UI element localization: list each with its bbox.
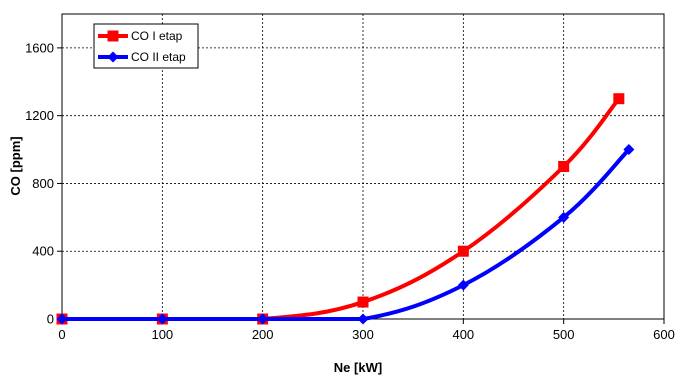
y-tick-label: 800 [32, 176, 54, 191]
y-tick-label: 1200 [25, 108, 54, 123]
x-tick-label: 100 [151, 327, 173, 342]
x-tick-label: 600 [653, 327, 675, 342]
legend-marker [107, 51, 119, 63]
x-tick-label: 400 [452, 327, 474, 342]
data-point [457, 279, 469, 291]
data-point [457, 245, 469, 257]
data-point [357, 313, 369, 325]
data-point [56, 313, 68, 325]
data-point [558, 211, 570, 223]
legend-label: CO I etap [131, 29, 183, 43]
legend: CO I etap CO II etap [93, 23, 199, 69]
data-point [257, 313, 269, 325]
data-point [623, 144, 635, 156]
x-axis: 0 100 200 300 400 500 600 [58, 319, 675, 342]
x-tick-label: 300 [352, 327, 374, 342]
data-point [357, 296, 369, 308]
series-layer [56, 93, 635, 325]
y-axis: 0 400 800 1200 1600 [25, 40, 62, 327]
data-point [558, 161, 570, 172]
x-axis-title: Ne [kW] [334, 360, 382, 375]
data-point [613, 93, 625, 105]
y-tick-label: 0 [47, 312, 54, 327]
legend-item: CO I etap [98, 29, 183, 43]
y-tick-label: 400 [32, 244, 54, 259]
legend-marker [107, 30, 119, 42]
legend-item: CO II etap [98, 50, 186, 64]
x-tick-label: 500 [553, 327, 575, 342]
series-2 [56, 144, 635, 325]
x-tick-label: 200 [252, 327, 274, 342]
data-point [156, 313, 168, 325]
legend-label: CO II etap [131, 50, 186, 64]
x-tick-label: 0 [58, 327, 65, 342]
y-axis-title: CO [ppm] [8, 136, 23, 195]
y-tick-label: 1600 [25, 40, 54, 55]
